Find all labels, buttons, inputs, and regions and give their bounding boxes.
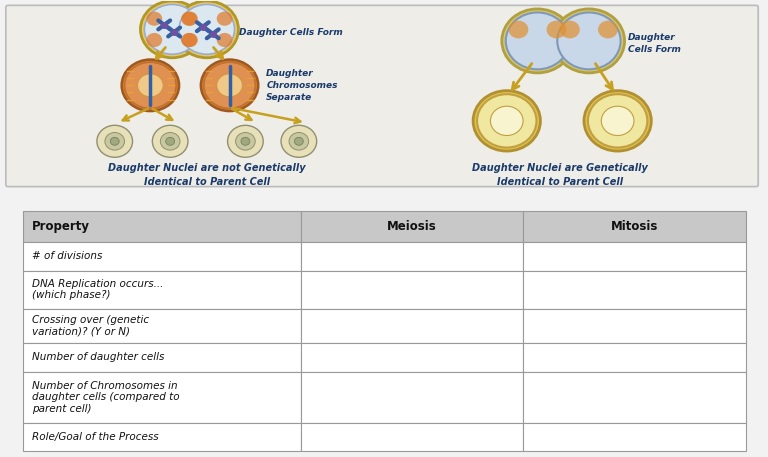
Bar (23, 242, 301, 271)
Circle shape (558, 12, 621, 69)
Circle shape (588, 94, 647, 148)
Circle shape (147, 33, 162, 47)
Text: DNA Replication occurs...
(which phase?): DNA Replication occurs... (which phase?) (32, 279, 164, 300)
Circle shape (227, 125, 263, 157)
Circle shape (175, 1, 239, 58)
Bar (23, 271, 301, 308)
Circle shape (508, 21, 528, 38)
Circle shape (141, 1, 204, 58)
Bar (301, 423, 524, 451)
Bar (524, 372, 746, 423)
Text: Daughter Nuclei are Genetically
Identical to Parent Cell: Daughter Nuclei are Genetically Identica… (472, 164, 648, 186)
Circle shape (217, 33, 233, 47)
Text: Meiosis: Meiosis (387, 220, 437, 233)
Circle shape (553, 9, 624, 73)
Bar (23, 211, 301, 242)
Circle shape (473, 90, 541, 151)
Circle shape (281, 125, 316, 157)
Bar (23, 423, 301, 451)
Circle shape (217, 74, 243, 97)
Text: Daughter Cells Form: Daughter Cells Form (240, 27, 343, 37)
Circle shape (147, 11, 162, 26)
Circle shape (236, 133, 255, 150)
Text: # of divisions: # of divisions (32, 251, 102, 261)
Circle shape (601, 106, 634, 136)
Circle shape (241, 137, 250, 145)
Circle shape (491, 106, 523, 136)
Text: Daughter
Cells Form: Daughter Cells Form (627, 33, 680, 54)
Bar (23, 372, 301, 423)
Circle shape (179, 5, 234, 54)
Circle shape (111, 137, 119, 145)
Bar (524, 211, 746, 242)
Bar (301, 271, 524, 308)
Circle shape (105, 133, 124, 150)
Circle shape (182, 33, 198, 47)
Text: Number of Chromosomes in
daughter cells (compared to
parent cell): Number of Chromosomes in daughter cells … (32, 381, 180, 414)
Circle shape (217, 11, 233, 26)
Circle shape (124, 62, 176, 108)
Circle shape (547, 21, 566, 38)
Circle shape (166, 137, 174, 145)
Text: Number of daughter cells: Number of daughter cells (32, 352, 164, 362)
Circle shape (97, 125, 133, 157)
FancyBboxPatch shape (6, 5, 758, 186)
Bar (524, 271, 746, 308)
Bar (301, 211, 524, 242)
Circle shape (506, 12, 569, 69)
Circle shape (204, 62, 255, 108)
Circle shape (152, 125, 188, 157)
Text: Daughter Nuclei are not Genetically
Identical to Parent Cell: Daughter Nuclei are not Genetically Iden… (108, 164, 306, 186)
Bar (301, 372, 524, 423)
Bar (524, 242, 746, 271)
Circle shape (144, 5, 200, 54)
Circle shape (182, 11, 198, 26)
Circle shape (584, 90, 651, 151)
Bar (301, 242, 524, 271)
Bar (524, 308, 746, 343)
Circle shape (477, 94, 537, 148)
Circle shape (137, 74, 164, 97)
Text: Daughter
Chromosomes
Separate: Daughter Chromosomes Separate (266, 69, 338, 101)
Bar (301, 343, 524, 372)
Circle shape (598, 21, 617, 38)
Text: Mitosis: Mitosis (611, 220, 658, 233)
Bar (301, 308, 524, 343)
Circle shape (181, 11, 197, 26)
Circle shape (502, 9, 573, 73)
Bar (524, 423, 746, 451)
Circle shape (181, 33, 197, 47)
Circle shape (560, 21, 580, 38)
Bar (23, 343, 301, 372)
Text: Role/Goal of the Process: Role/Goal of the Process (32, 432, 159, 442)
Text: Crossing over (genetic
variation)? (Y or N): Crossing over (genetic variation)? (Y or… (32, 315, 149, 337)
Circle shape (294, 137, 303, 145)
Circle shape (121, 59, 179, 111)
Bar (524, 343, 746, 372)
Circle shape (161, 133, 180, 150)
Bar (23, 308, 301, 343)
Circle shape (289, 133, 309, 150)
Circle shape (201, 59, 258, 111)
Text: Property: Property (32, 220, 90, 233)
